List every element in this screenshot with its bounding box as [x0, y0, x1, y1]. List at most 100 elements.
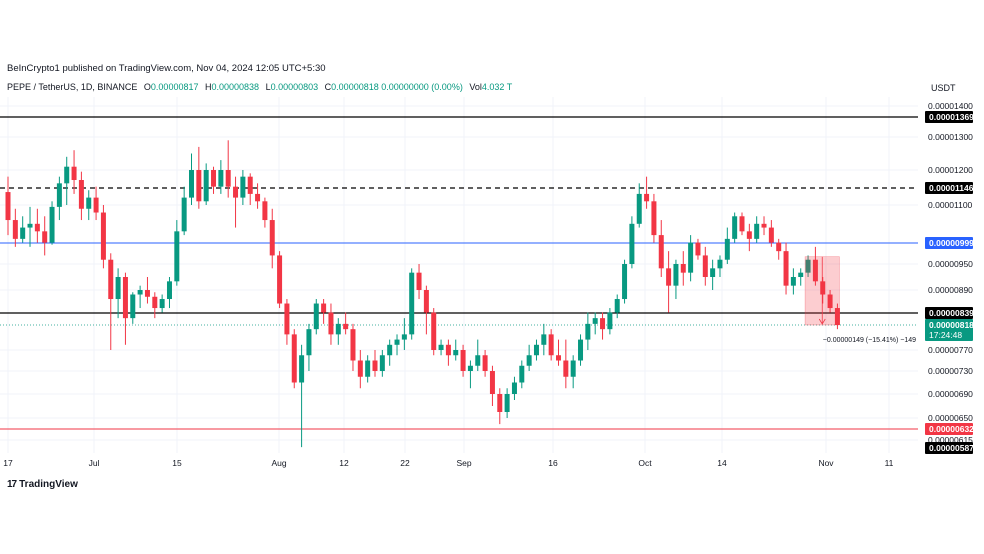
change-value: 0.00000000 (0.00%) — [381, 82, 463, 92]
candle-body — [49, 206, 55, 243]
candle — [299, 344, 305, 448]
candle — [688, 235, 694, 282]
candle-body — [636, 193, 642, 224]
candle-body — [5, 192, 11, 221]
candle-body — [306, 329, 312, 356]
candle — [504, 388, 510, 418]
candle-body — [299, 355, 305, 383]
candle-body — [578, 339, 584, 361]
candle-body — [482, 355, 488, 371]
candle-body — [93, 197, 99, 213]
volume-value: 4.032 T — [481, 82, 513, 92]
candle-body — [122, 277, 128, 319]
candle — [548, 329, 554, 361]
candle — [460, 344, 466, 377]
symbol-title[interactable]: PEPE / TetherUS, 1D, BINANCE — [7, 82, 138, 92]
candle — [56, 176, 62, 221]
candle — [761, 216, 767, 236]
candle — [255, 183, 261, 209]
candle — [284, 299, 290, 345]
candlestick-series — [5, 140, 840, 448]
low-label: L — [265, 82, 271, 92]
candle — [100, 205, 106, 269]
candle-body — [203, 170, 209, 202]
candle — [372, 350, 378, 377]
candle — [130, 292, 136, 324]
candle — [159, 294, 165, 313]
candle — [225, 140, 231, 198]
candle — [673, 259, 679, 300]
candle-body — [255, 193, 261, 202]
candle-body — [475, 355, 481, 366]
candle-body — [556, 355, 561, 361]
candle — [166, 277, 172, 309]
open-label: O — [143, 82, 151, 92]
candle-body — [548, 334, 554, 356]
candle — [636, 183, 642, 228]
time-tick-label: Sep — [456, 458, 471, 468]
candle-body — [834, 308, 840, 325]
close-label: C — [324, 82, 332, 92]
candle-body — [115, 277, 121, 300]
chart-grid — [0, 97, 918, 453]
candle-body — [350, 329, 356, 361]
candle-body — [673, 264, 679, 286]
candle — [343, 312, 349, 335]
candle-body — [86, 197, 92, 209]
level-price-label: 0.00000632 — [929, 424, 974, 434]
measure-arrow-down-icon — [818, 318, 826, 325]
candle-body — [291, 334, 297, 383]
price-tick-label: 0.00000950 — [928, 259, 973, 269]
candle — [644, 176, 650, 209]
candle — [776, 238, 782, 260]
candle-body — [732, 216, 738, 239]
candle — [137, 285, 143, 309]
candle — [71, 150, 77, 194]
candle-body — [658, 235, 664, 269]
candle-body — [130, 294, 136, 319]
level-price-badge — [925, 111, 973, 123]
candle-body — [783, 251, 789, 286]
candle-body — [702, 255, 708, 277]
candle — [658, 220, 664, 277]
candle — [768, 220, 774, 247]
currency-label: USDT — [931, 83, 956, 93]
price-tick-label: 0.00000730 — [928, 366, 973, 376]
price-tick-label: 0.00001300 — [928, 132, 973, 142]
candle — [438, 339, 444, 356]
candle-body — [467, 365, 473, 371]
candle-body — [181, 197, 187, 232]
candle — [93, 186, 99, 221]
candle — [211, 166, 217, 194]
close-value: 0.00000818 — [331, 82, 379, 92]
candle-body — [379, 355, 385, 371]
price-tick-label: 0.00000890 — [928, 285, 973, 295]
candle — [108, 253, 114, 350]
candle — [578, 334, 584, 366]
candle — [196, 146, 202, 209]
candle-body — [607, 312, 613, 330]
candle-body — [387, 344, 393, 356]
candle-body — [233, 186, 239, 198]
candle — [34, 208, 40, 243]
time-tick-label: 14 — [717, 458, 727, 468]
candle — [570, 355, 576, 389]
candle — [78, 171, 84, 221]
candle-body — [144, 290, 150, 297]
candle-body — [746, 231, 752, 239]
high-label: H — [205, 82, 212, 92]
candle-body — [42, 231, 48, 243]
price-tick-label: 0.00001100 — [928, 200, 973, 210]
candle-body — [321, 303, 327, 313]
candle — [64, 156, 70, 205]
candle — [189, 153, 194, 205]
level-price-badge — [925, 237, 973, 249]
candle-body — [812, 259, 818, 282]
candle-body — [820, 281, 826, 295]
time-tick-label: 22 — [400, 458, 410, 468]
level-price-label: 0.00000587 — [929, 443, 974, 453]
candle-body — [592, 318, 598, 324]
time-tick-label: 11 — [885, 458, 894, 468]
candle-body — [240, 176, 246, 198]
